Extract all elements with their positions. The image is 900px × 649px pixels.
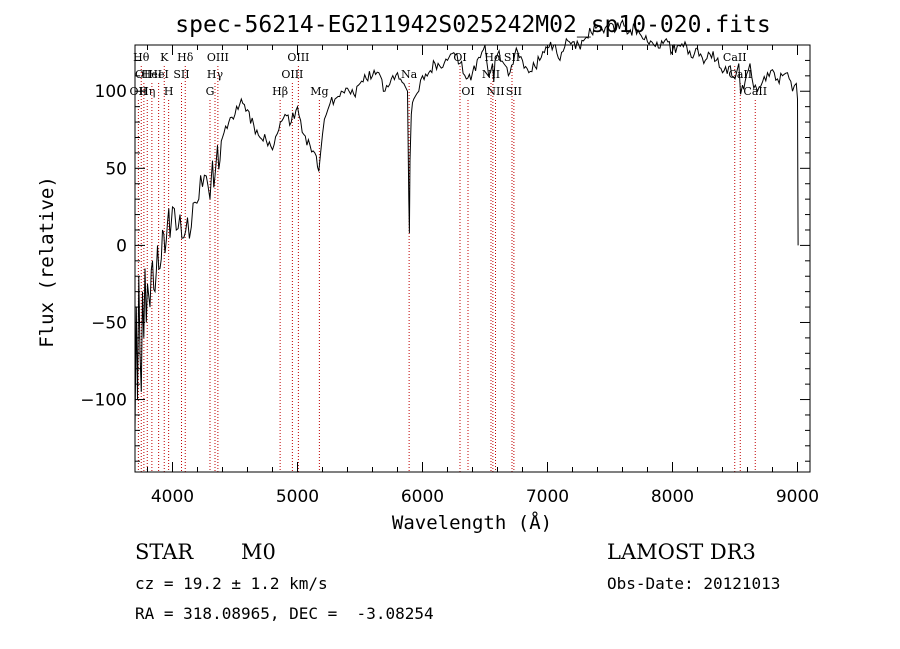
x-tick-label: 8000 [651,487,694,507]
spectral-line-label: HeI [148,68,168,81]
spectral-line-label: H [164,85,174,98]
x-tick-label: 9000 [776,487,819,507]
spectral-line-label: Na [401,68,418,81]
y-tick-label: 0 [116,236,127,256]
spectral-line-label: OIII [287,51,309,64]
spectral-line-label: SII [506,85,522,98]
spectral-line-label: SII [504,51,520,64]
spectral-line-label: OI [461,85,474,98]
object-type: STAR [135,540,194,564]
spectral-line-label: OIII [281,68,303,81]
spectral-line-label: Hη [139,85,155,98]
x-tick-label: 7000 [526,487,569,507]
y-axis-label: Flux (relative) [36,176,58,348]
object-subclass: M0 [241,540,276,564]
spectral-line-label: Hγ [207,68,224,81]
redshift-value: cz = 19.2 ± 1.2 km/s [135,574,328,593]
spectral-line-label: CaII [723,51,747,64]
x-tick-label: 5000 [276,487,319,507]
spectral-line-label: Mg [310,85,328,98]
y-tick-label: 100 [95,82,127,102]
spectral-line-label: NII [482,68,500,81]
spectral-line-label: G [206,85,215,98]
spectral-line-label: CaII [743,85,767,98]
y-tick-label: −100 [80,391,127,411]
y-tick-label: 50 [105,159,127,179]
spectral-line-markers: OIIHθOIIHηHeIHeIKHSIIHδGHγOIIIHβOIIIOIII… [130,51,767,472]
spectral-line-label: K [160,51,169,64]
axis-ticks: 4000 5000 6000 7000 8000 9000 −100 −50 0 50 100 [80,45,819,507]
x-tick-label: 4000 [151,487,194,507]
y-tick-label: −50 [91,313,127,333]
survey-name: LAMOST DR3 [607,540,756,564]
x-axis-label: Wavelength (Å) [392,511,552,534]
spectral-line-label: HeI [142,68,162,81]
coordinates: RA = 318.08965, DEC = -3.08254 [135,604,434,623]
spectrum-chart: spec-56214-EG211942S025242M02_sp10-020.f… [36,12,819,534]
spectral-line-label: OII [135,68,153,81]
spectral-line-label: Hθ [133,51,150,64]
spectrum-line [134,18,799,431]
spectral-line-label: Hβ [272,85,288,98]
spectral-line-label: OI [453,51,466,64]
spectral-line-label: NII [486,85,504,98]
observation-date: Obs-Date: 20121013 [607,574,781,593]
spectral-line-label: Hδ [177,51,194,64]
spectral-line-label: OIII [207,51,229,64]
chart-title: spec-56214-EG211942S025242M02_sp10-020.f… [175,12,770,38]
spectral-line-label: SII [173,68,189,81]
x-tick-label: 6000 [401,487,444,507]
